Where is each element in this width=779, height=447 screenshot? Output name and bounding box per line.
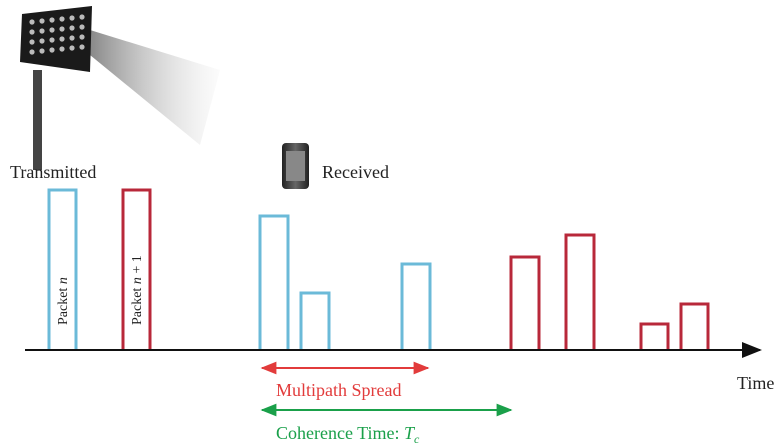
transmitted-label: Transmitted <box>10 162 96 182</box>
text-part: n <box>130 277 145 284</box>
pulse <box>301 293 329 350</box>
pulse <box>566 235 594 350</box>
pulse <box>511 257 539 350</box>
phone-icon <box>282 143 309 189</box>
packet-n-plus-1-label: Packet n + 1 <box>130 255 145 325</box>
pulse <box>260 216 288 350</box>
time-label: Time <box>737 373 774 393</box>
text-part: Packet <box>130 288 145 325</box>
text-part: Packet <box>56 288 71 325</box>
pulses <box>49 190 708 350</box>
multipath-label: Multipath Spread <box>276 380 401 400</box>
pulse <box>641 324 668 350</box>
pulse <box>681 304 708 350</box>
received-label: Received <box>322 162 389 182</box>
text-part: c <box>414 432 420 446</box>
pulse <box>49 190 76 350</box>
diagram: Transmitted Received Packet n Packet n +… <box>0 0 779 447</box>
coherence-label: Coherence Time: Tc <box>276 423 420 446</box>
antenna-icon <box>20 6 220 170</box>
text-part: Coherence Time: <box>276 423 400 443</box>
text-part: + 1 <box>130 255 145 273</box>
packet-n-label: Packet n <box>56 277 71 325</box>
pulse <box>402 264 430 350</box>
text-part: n <box>56 277 71 284</box>
